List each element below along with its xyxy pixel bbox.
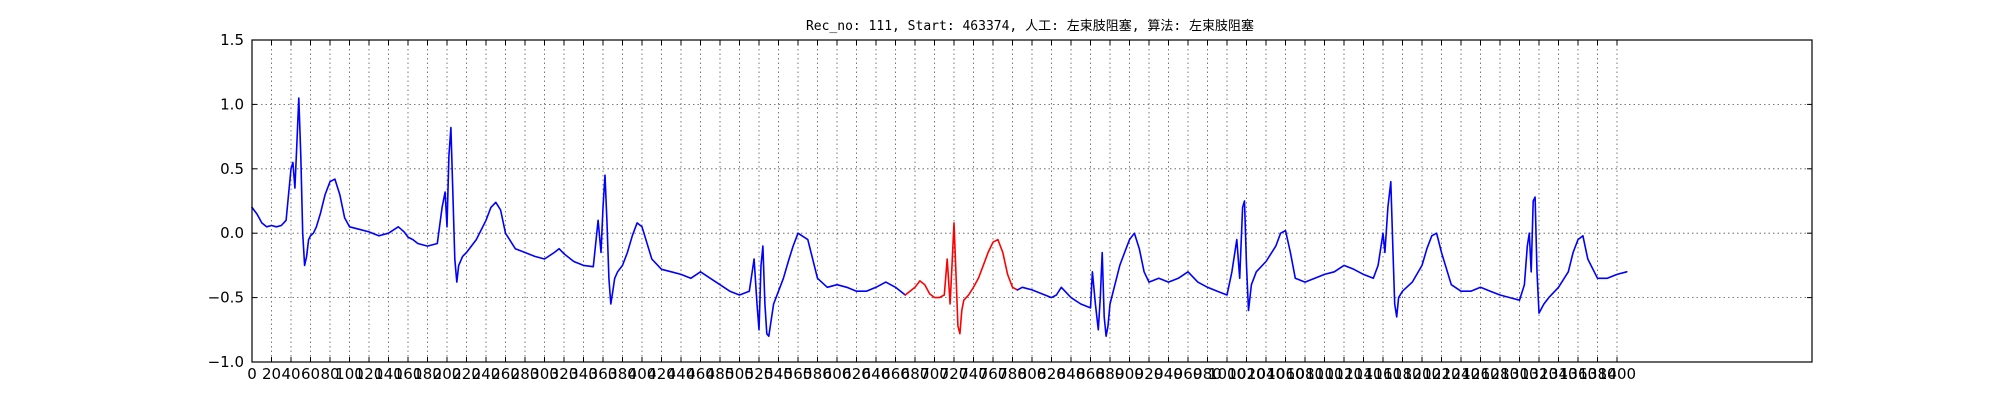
x-tick-label: 1240 bbox=[1442, 365, 1480, 383]
y-tick-label: −0.5 bbox=[208, 289, 244, 307]
x-tick-label: 1340 bbox=[1539, 365, 1577, 383]
x-tick-label: 1040 bbox=[1247, 365, 1285, 383]
x-tick-label: 1180 bbox=[1383, 365, 1421, 383]
y-tick-label: 0.5 bbox=[220, 160, 244, 178]
x-tick-label: 920 bbox=[1135, 365, 1164, 383]
x-tick-label: 580 bbox=[803, 365, 832, 383]
x-tick-label: 1000 bbox=[1208, 365, 1246, 383]
x-tick-label: 980 bbox=[1193, 365, 1222, 383]
y-tick-label: −1.0 bbox=[208, 353, 244, 371]
x-tick-label: 280 bbox=[511, 365, 540, 383]
x-tick-label: 400 bbox=[628, 365, 657, 383]
x-tick-label: 40 bbox=[281, 365, 300, 383]
x-tick-label: 1220 bbox=[1422, 365, 1460, 383]
x-tick-label: 1380 bbox=[1578, 365, 1616, 383]
x-axis-ticks: 0 20 40 60 801001201401601802002202402602803… bbox=[247, 40, 1636, 383]
x-tick-label: 1300 bbox=[1500, 365, 1538, 383]
x-tick-label: 760 bbox=[979, 365, 1008, 383]
x-tick-label: 160 bbox=[394, 365, 423, 383]
x-tick-label: 1280 bbox=[1481, 365, 1519, 383]
x-tick-label: 1200 bbox=[1403, 365, 1441, 383]
x-tick-label: 660 bbox=[881, 365, 910, 383]
x-tick-label: 20 bbox=[262, 365, 281, 383]
x-tick-label: 240 bbox=[472, 365, 501, 383]
x-tick-label: 940 bbox=[1154, 365, 1183, 383]
x-tick-label: 120 bbox=[355, 365, 384, 383]
ecg-trace-line bbox=[1016, 180, 1628, 338]
x-tick-label: 260 bbox=[491, 365, 520, 383]
chart-title: Rec_no: 111, Start: 463374, 人工: 左束肢阻塞, 算… bbox=[806, 18, 1254, 34]
x-tick-label: 640 bbox=[862, 365, 891, 383]
x-tick-label: 380 bbox=[608, 365, 637, 383]
y-tick-label: 1.0 bbox=[220, 95, 244, 113]
ecg-series bbox=[251, 97, 1628, 338]
x-tick-label: 1400 bbox=[1598, 365, 1636, 383]
x-tick-label: 440 bbox=[667, 365, 696, 383]
x-tick-label: 200 bbox=[433, 365, 462, 383]
x-tick-label: 1080 bbox=[1286, 365, 1324, 383]
x-tick-label: 880 bbox=[1096, 365, 1125, 383]
x-tick-label: 340 bbox=[569, 365, 598, 383]
x-tick-label: 1260 bbox=[1461, 365, 1499, 383]
x-tick-label: 60 bbox=[301, 365, 320, 383]
x-tick-label: 80 bbox=[320, 365, 339, 383]
x-tick-label: 1320 bbox=[1520, 365, 1558, 383]
x-tick-label: 420 bbox=[647, 365, 676, 383]
x-tick-label: 860 bbox=[1076, 365, 1105, 383]
x-tick-label: 820 bbox=[1037, 365, 1066, 383]
x-tick-label: 520 bbox=[745, 365, 774, 383]
x-tick-label: 1360 bbox=[1559, 365, 1597, 383]
x-tick-label: 100 bbox=[335, 365, 364, 383]
x-tick-label: 680 bbox=[901, 365, 930, 383]
grid-lines bbox=[252, 40, 1812, 362]
x-tick-label: 500 bbox=[725, 365, 754, 383]
x-tick-label: 1020 bbox=[1227, 365, 1265, 383]
x-tick-label: 1100 bbox=[1305, 365, 1343, 383]
x-tick-label: 180 bbox=[413, 365, 442, 383]
plot-frame bbox=[251, 39, 1813, 363]
x-tick-label: 720 bbox=[940, 365, 969, 383]
x-tick-label: 300 bbox=[530, 365, 559, 383]
x-tick-label: 560 bbox=[784, 365, 813, 383]
y-tick-label: 0.0 bbox=[220, 224, 244, 242]
x-tick-label: 540 bbox=[764, 365, 793, 383]
x-tick-label: 1120 bbox=[1325, 365, 1363, 383]
highlighted-beat-line bbox=[904, 222, 1019, 335]
x-tick-label: 460 bbox=[686, 365, 715, 383]
x-tick-label: 900 bbox=[1115, 365, 1144, 383]
x-tick-label: 800 bbox=[1018, 365, 1047, 383]
x-tick-label: 360 bbox=[589, 365, 618, 383]
x-tick-label: 740 bbox=[959, 365, 988, 383]
x-tick-label: 620 bbox=[842, 365, 871, 383]
y-axis-ticks: −1.0 −0.5 0.0 0.5 1.0 1.5 bbox=[208, 31, 1812, 371]
x-tick-label: 1160 bbox=[1364, 365, 1402, 383]
x-tick-label: 700 bbox=[920, 365, 949, 383]
x-tick-label: 480 bbox=[706, 365, 735, 383]
x-tick-label: 1140 bbox=[1344, 365, 1382, 383]
x-tick-label: 320 bbox=[550, 365, 579, 383]
x-tick-label: 840 bbox=[1057, 365, 1086, 383]
ecg-trace-line bbox=[251, 97, 907, 338]
x-tick-label: 0 bbox=[247, 365, 257, 383]
x-tick-label: 1060 bbox=[1266, 365, 1304, 383]
x-tick-label: 960 bbox=[1174, 365, 1203, 383]
x-tick-label: 140 bbox=[374, 365, 403, 383]
x-tick-label: 220 bbox=[452, 365, 481, 383]
x-tick-label: 600 bbox=[823, 365, 852, 383]
y-tick-label: 1.5 bbox=[220, 31, 244, 49]
x-tick-label: 780 bbox=[998, 365, 1027, 383]
